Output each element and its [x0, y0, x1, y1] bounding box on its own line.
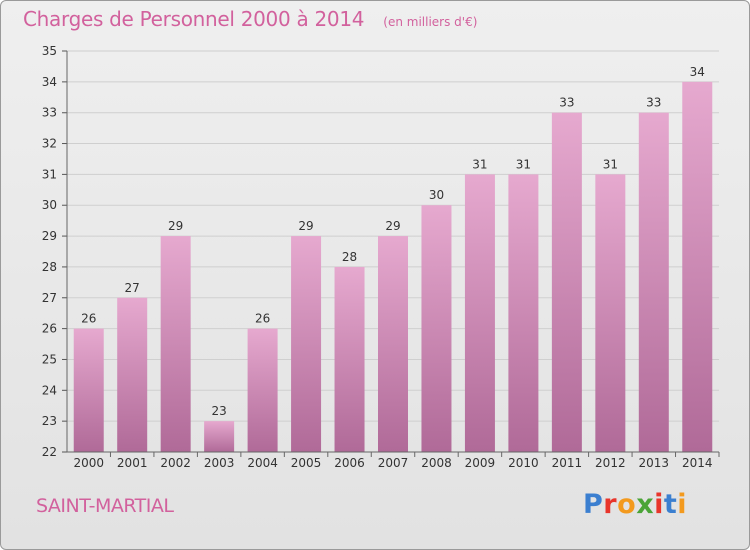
- bar-2000: [73, 328, 104, 452]
- x-tick-label: 2007: [378, 456, 409, 470]
- data-label: 26: [81, 312, 96, 326]
- logo-letter: x: [636, 489, 655, 520]
- y-tick-label: 34: [42, 75, 57, 89]
- bar-2001: [117, 297, 148, 452]
- proxiti-logo[interactable]: Proxiti: [583, 489, 687, 520]
- y-tick-label: 22: [42, 445, 57, 459]
- bar-2009: [464, 174, 495, 452]
- y-tick-label: 24: [42, 383, 57, 397]
- x-tick-label: 2002: [160, 456, 191, 470]
- x-tick-label: 2005: [291, 456, 322, 470]
- bar-2011: [551, 112, 582, 452]
- logo-letter: P: [583, 489, 604, 520]
- data-label: 29: [168, 219, 183, 233]
- data-label: 31: [516, 157, 531, 171]
- y-tick-label: 23: [42, 414, 57, 428]
- data-label: 34: [690, 65, 705, 79]
- logo-letter: t: [663, 489, 678, 520]
- bar-2003: [204, 421, 235, 452]
- x-tick-label: 2009: [465, 456, 496, 470]
- y-tick-label: 35: [42, 44, 57, 58]
- data-label: 33: [559, 96, 574, 110]
- x-tick-label: 2008: [421, 456, 452, 470]
- logo-letter: o: [617, 489, 637, 520]
- data-label: 30: [429, 188, 444, 202]
- x-tick-label: 2013: [639, 456, 670, 470]
- y-tick-label: 30: [42, 198, 57, 212]
- x-tick-label: 2001: [117, 456, 148, 470]
- bar-2005: [291, 236, 322, 452]
- bar-2012: [595, 174, 626, 452]
- x-tick-label: 2000: [73, 456, 104, 470]
- y-tick-label: 32: [42, 137, 57, 151]
- logo-letter: i: [677, 489, 688, 520]
- data-labels: 26 27 29 23 26 29 28 29 30 31 31 33 31 33 34: [81, 65, 705, 418]
- bar-2014: [682, 81, 713, 452]
- data-label: 28: [342, 250, 357, 264]
- data-label: 31: [472, 157, 487, 171]
- page-subtitle: (en milliers d'€): [383, 15, 478, 29]
- x-tick-label: 2004: [247, 456, 278, 470]
- logo-letter: r: [603, 489, 618, 520]
- bar-2010: [508, 174, 539, 452]
- x-tick-label: 2003: [204, 456, 235, 470]
- data-label: 26: [255, 312, 270, 326]
- y-tick-label: 29: [42, 229, 57, 243]
- y-axis: 22 23 24 25 26 27 28 29 30 31 32 33 34 35: [42, 44, 68, 459]
- title-row: Charges de Personnel 2000 à 2014 (en mil…: [23, 7, 477, 31]
- data-label: 23: [211, 404, 226, 418]
- bar-2013: [638, 112, 669, 452]
- y-tick-label: 27: [42, 291, 57, 305]
- x-tick-label: 2006: [334, 456, 365, 470]
- y-tick-label: 33: [42, 106, 57, 120]
- data-label: 29: [385, 219, 400, 233]
- x-tick-label: 2014: [682, 456, 713, 470]
- bar-2002: [160, 236, 191, 452]
- data-label: 31: [603, 157, 618, 171]
- x-tick-label: 2010: [508, 456, 539, 470]
- data-label: 27: [125, 281, 140, 295]
- x-tick-label: 2011: [552, 456, 583, 470]
- bar-2006: [334, 266, 365, 452]
- page-title: Charges de Personnel 2000 à 2014: [23, 7, 365, 31]
- y-tick-label: 28: [42, 260, 57, 274]
- x-tick-label: 2012: [595, 456, 626, 470]
- logo-letter: i: [654, 489, 664, 520]
- y-tick-label: 31: [42, 167, 57, 181]
- bar-2004: [247, 328, 278, 452]
- bar-2008: [421, 205, 452, 452]
- y-tick-label: 26: [42, 322, 57, 336]
- commune-name: SAINT-MARTIAL: [36, 495, 174, 517]
- data-label: 29: [298, 219, 313, 233]
- data-label: 33: [646, 96, 661, 110]
- y-tick-label: 25: [42, 352, 57, 366]
- bars: [73, 81, 713, 452]
- bar-2007: [378, 236, 408, 452]
- x-axis: 2000 2001 2002 2003 2004 2005 2006 2007 2008 2009…: [67, 451, 720, 470]
